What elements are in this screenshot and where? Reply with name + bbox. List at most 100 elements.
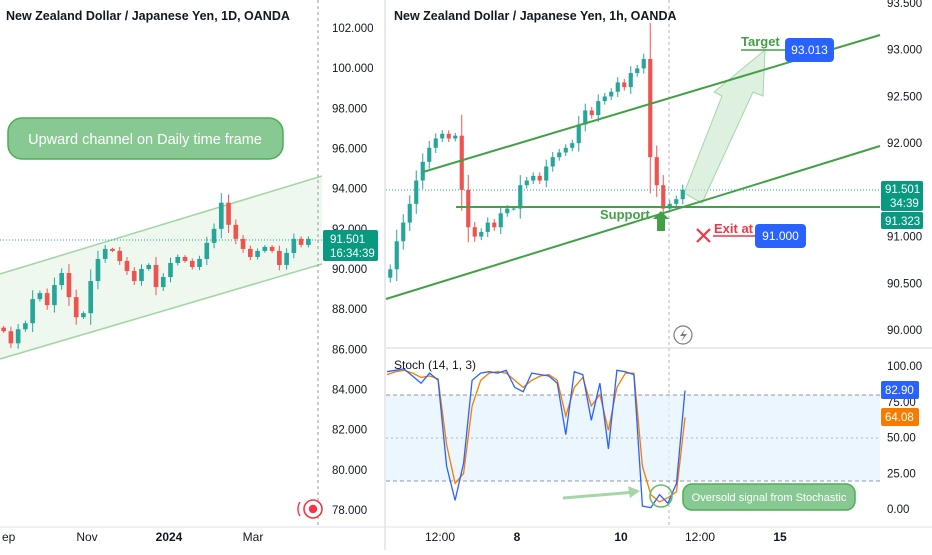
stoch-k-line — [386, 368, 686, 509]
stoch-d-badge: 64.08 — [881, 408, 919, 426]
daily-candle — [160, 273, 166, 291]
hourly-y-tick: 90.500 — [887, 278, 922, 290]
support-price-badge: 91.323 — [881, 212, 923, 229]
flash-icon[interactable] — [673, 325, 693, 345]
daily-candle — [66, 264, 72, 306]
daily-y-tick: 82.000 — [332, 425, 367, 437]
hourly-candle — [544, 159, 549, 188]
daily-y-tick: 102.000 — [332, 23, 374, 35]
daily-time-axis[interactable]: ep Nov 2024 Mar — [2, 530, 263, 544]
hourly-candle — [518, 175, 523, 219]
hourly-candle — [576, 116, 581, 152]
daily-candle — [240, 234, 246, 253]
hourly-x-tick: 12:00 — [685, 530, 715, 544]
daily-candle — [153, 256, 159, 296]
hourly-candle — [492, 219, 497, 231]
daily-candle — [306, 236, 311, 248]
hourly-candle — [583, 103, 588, 132]
daily-price-badge: 91.501 16:34:39 — [323, 230, 378, 261]
hourly-chart-pane[interactable]: Support Target 93.013 Exit at 91.000 New… — [385, 0, 932, 544]
daily-candle — [298, 236, 304, 248]
hourly-y-tick: 91.000 — [887, 232, 922, 244]
target-badge[interactable] — [785, 38, 834, 62]
hourly-candle — [407, 195, 412, 231]
daily-x-tick: ep — [2, 530, 16, 544]
hourly-candle — [466, 174, 471, 243]
exit-label: Exit at — [714, 221, 754, 236]
hourly-channel-lower-line[interactable] — [385, 145, 881, 300]
hourly-candle — [609, 88, 614, 100]
hourly-y-tick: 93.500 — [887, 0, 922, 10]
oversold-pointer-arrow — [562, 490, 637, 500]
daily-candle — [117, 247, 123, 265]
hourly-candle — [531, 172, 536, 185]
hourly-candle — [401, 214, 406, 250]
daily-candle — [284, 248, 289, 270]
daily-candle — [59, 268, 64, 290]
hourly-candle — [674, 195, 679, 208]
daily-candle — [168, 257, 173, 283]
hourly-candle — [557, 148, 562, 161]
daily-y-tick: 80.000 — [332, 465, 367, 477]
daily-channel-fill — [0, 176, 322, 359]
daily-candle — [233, 219, 239, 245]
daily-candle — [30, 290, 35, 333]
hourly-candle — [388, 264, 393, 283]
daily-candle — [146, 263, 152, 271]
daily-candle — [131, 267, 137, 285]
daily-candle — [182, 255, 188, 263]
daily-channel-lower-line[interactable] — [0, 263, 323, 360]
daily-y-tick: 78.000 — [332, 505, 367, 517]
daily-y-tick: 96.000 — [332, 144, 367, 156]
daily-annotation-callout[interactable]: Upward channel on Daily time frame — [7, 117, 284, 160]
hourly-candle — [440, 130, 445, 143]
daily-y-tick: 98.000 — [332, 103, 367, 115]
daily-candles — [1, 193, 311, 349]
daily-candle — [88, 269, 94, 325]
hourly-candle — [479, 228, 484, 241]
exit-value: 91.000 — [762, 229, 799, 243]
support-up-arrow-icon — [653, 211, 669, 231]
hourly-candle — [550, 151, 555, 172]
target-label: Target — [741, 34, 780, 49]
hourly-price-axis[interactable]: 93.50093.00092.50092.00091.50091.00090.5… — [887, 0, 922, 337]
stoch-k-badge: 82.90 — [881, 381, 919, 399]
hourly-candle — [394, 229, 399, 281]
oversold-arrow-head — [628, 486, 640, 498]
support-label: Support — [600, 207, 650, 222]
daily-candle — [15, 323, 21, 349]
daily-candle — [95, 250, 101, 290]
daily-price-axis[interactable]: 102.000100.00098.00096.00094.00092.00090… — [332, 23, 374, 517]
support-price-label: 91.323 — [885, 216, 920, 228]
daily-candle — [23, 320, 28, 332]
replay-icon[interactable] — [297, 499, 323, 519]
hourly-chart-title: New Zealand Dollar / Japanese Yen, 1h, O… — [394, 9, 677, 23]
hourly-candle — [615, 77, 620, 97]
hourly-time-axis[interactable]: 12:00 8 10 12:00 15 — [425, 530, 787, 544]
hourly-y-tick: 93.000 — [887, 45, 922, 57]
hourly-candle — [498, 206, 503, 235]
hourly-candle — [459, 114, 464, 211]
daily-chart-pane[interactable]: New Zealand Dollar / Japanese Yen, 1D, O… — [0, 0, 378, 544]
oversold-callout[interactable] — [682, 483, 856, 511]
hourly-candle — [524, 176, 529, 189]
stoch-y-tick: 0.00 — [887, 504, 909, 516]
hourly-candle — [427, 141, 432, 169]
hourly-candle — [661, 175, 666, 219]
hourly-price-badge: 91.501 34:39 — [881, 181, 923, 211]
hourly-candle — [453, 132, 458, 142]
hourly-candle — [563, 144, 568, 157]
daily-candle — [124, 257, 130, 275]
target-arrow[interactable] — [683, 48, 766, 204]
hourly-candles — [388, 22, 685, 283]
daily-candle — [197, 255, 202, 271]
stoch-axis[interactable]: 100.00 75.00 50.00 25.00 0.00 — [887, 361, 922, 516]
hourly-y-tick: 92.000 — [887, 138, 922, 150]
daily-y-tick: 90.000 — [332, 264, 367, 276]
exit-badge[interactable] — [755, 224, 806, 248]
hourly-candle — [641, 53, 646, 74]
daily-channel-upper-line[interactable] — [0, 175, 323, 275]
hourly-x-tick: 15 — [773, 530, 787, 544]
stochastic-pane[interactable]: Stoch (14, 1, 3) Oversold signal from St… — [386, 358, 922, 516]
daily-y-tick: 86.000 — [332, 344, 367, 356]
